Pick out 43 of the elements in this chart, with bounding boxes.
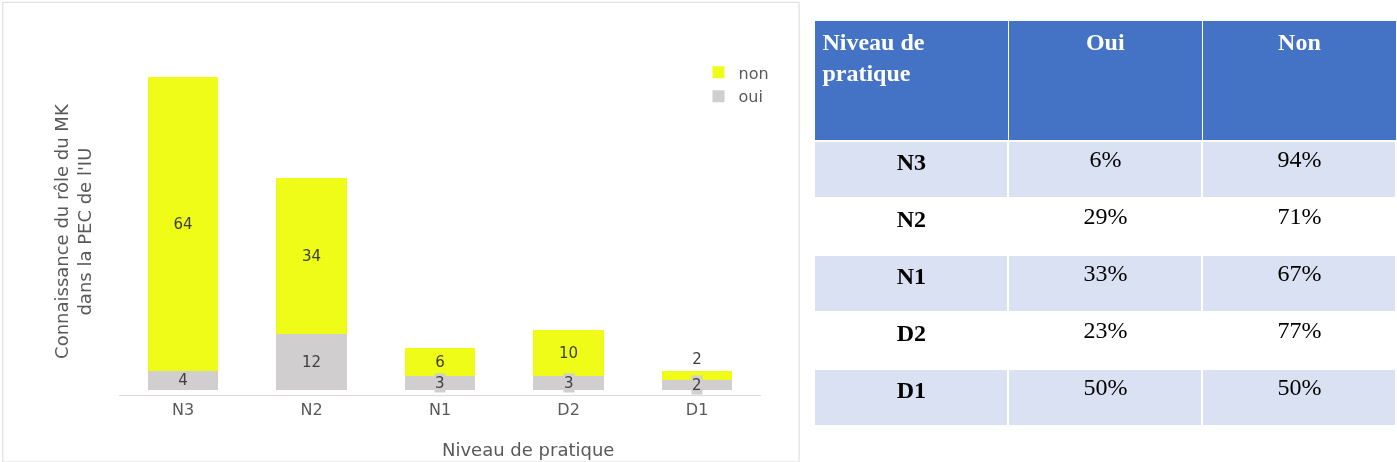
x-tick-label: D2 — [557, 400, 580, 420]
data-label: 3 — [435, 374, 445, 392]
category-label: N1 — [896, 262, 927, 289]
text: 77% — [1277, 316, 1322, 343]
data-label: 2 — [692, 350, 702, 369]
text: 23% — [1083, 316, 1128, 343]
legend-label: oui — [738, 87, 763, 107]
text: 29% — [1083, 202, 1128, 229]
x-axis-title: Niveau de pratique — [442, 439, 615, 460]
category-label: N3 — [896, 148, 927, 175]
data-label: 12 — [301, 353, 322, 372]
data-label: 10 — [559, 343, 579, 362]
legend-label: non — [738, 63, 769, 83]
text: 71% — [1277, 202, 1322, 229]
data-label: 34 — [301, 247, 322, 266]
category-label: Niveau de pratique — [822, 28, 925, 86]
x-tick-label: N1 — [428, 400, 452, 420]
category-label: D1 — [896, 376, 927, 403]
x-tick-label: N2 — [300, 400, 323, 420]
bar — [147, 76, 219, 372]
text: 33% — [1083, 259, 1128, 286]
bar — [404, 348, 476, 376]
data-label: 4 — [178, 371, 188, 390]
text: 50% — [1083, 373, 1128, 400]
text: 6% — [1089, 145, 1122, 172]
bar — [276, 178, 347, 335]
x-tick-label: N3 — [171, 400, 195, 420]
text: 94% — [1277, 145, 1322, 172]
text: 67% — [1277, 259, 1322, 286]
text: 50% — [1277, 373, 1322, 400]
data-label: 3 — [564, 374, 574, 392]
category-label: Oui — [1085, 28, 1125, 55]
category-label: N2 — [896, 205, 927, 232]
bar — [147, 371, 219, 390]
bar — [533, 329, 604, 376]
category-label: D2 — [896, 319, 927, 346]
data-label: 6 — [435, 353, 445, 372]
data-label: 64 — [173, 215, 193, 234]
x-tick-label: D1 — [685, 400, 709, 420]
data-label: 2 — [692, 376, 702, 394]
bar — [276, 334, 347, 390]
category-label: Non — [1278, 28, 1321, 55]
y-axis-title: Connaissance du rôle du MK dans la PEC de l'IU — [50, 103, 96, 359]
